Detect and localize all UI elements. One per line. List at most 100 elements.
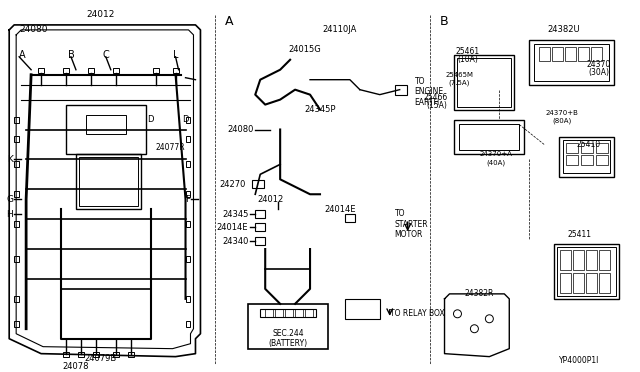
Text: SEC.244: SEC.244: [272, 329, 304, 338]
Bar: [557, 247, 616, 296]
Bar: [565, 47, 576, 61]
Text: 24270: 24270: [219, 180, 245, 189]
Bar: [173, 68, 179, 73]
Bar: [395, 85, 406, 94]
Text: 24382R: 24382R: [465, 289, 494, 298]
Bar: [566, 155, 578, 166]
Bar: [153, 68, 159, 73]
Bar: [14, 221, 19, 227]
Text: (7.5A): (7.5A): [449, 80, 470, 86]
Bar: [186, 191, 191, 197]
Bar: [560, 250, 571, 270]
Text: 25410: 25410: [577, 140, 601, 149]
Bar: [539, 47, 550, 61]
Text: 24382U: 24382U: [548, 25, 580, 34]
Bar: [38, 68, 44, 73]
Text: 24110JA: 24110JA: [323, 25, 357, 34]
Bar: [113, 68, 119, 73]
Bar: [63, 68, 69, 73]
Bar: [248, 304, 328, 349]
Bar: [186, 116, 191, 122]
Bar: [581, 144, 593, 153]
Text: B: B: [440, 15, 448, 28]
Bar: [14, 161, 19, 167]
Bar: [14, 137, 19, 142]
Bar: [186, 321, 191, 327]
Bar: [186, 256, 191, 262]
Text: (30A): (30A): [588, 68, 609, 77]
Text: A: A: [225, 15, 234, 28]
Bar: [345, 299, 380, 319]
Text: L: L: [173, 50, 179, 60]
Bar: [599, 250, 610, 270]
Text: TO
ENGINE
EARTH: TO ENGINE EARTH: [415, 77, 444, 106]
Text: 24340: 24340: [222, 237, 248, 246]
Text: D: D: [147, 115, 154, 124]
Text: (BATTERY): (BATTERY): [269, 339, 308, 348]
Bar: [186, 161, 191, 167]
Bar: [560, 273, 571, 293]
Text: 24079B: 24079B: [84, 354, 117, 363]
Bar: [460, 124, 519, 150]
Bar: [186, 137, 191, 142]
Text: A: A: [19, 50, 26, 60]
Bar: [552, 47, 563, 61]
Bar: [554, 244, 619, 299]
Bar: [591, 47, 602, 61]
Text: (80A): (80A): [552, 117, 572, 124]
Bar: [559, 138, 614, 177]
Bar: [529, 40, 614, 85]
Text: G: G: [6, 195, 13, 204]
Bar: [566, 144, 578, 153]
Bar: [255, 210, 265, 218]
Bar: [596, 144, 608, 153]
Bar: [86, 115, 125, 135]
Bar: [578, 47, 589, 61]
Bar: [275, 309, 283, 317]
Text: TO
STARTER
MOTOR: TO STARTER MOTOR: [395, 209, 428, 239]
Bar: [88, 68, 94, 73]
Bar: [66, 105, 146, 154]
Text: 24015G: 24015G: [289, 45, 321, 54]
Text: F: F: [186, 195, 191, 204]
Bar: [573, 250, 584, 270]
Bar: [265, 309, 273, 317]
Text: 25465M: 25465M: [445, 72, 474, 78]
Bar: [285, 309, 293, 317]
Text: 24012: 24012: [86, 10, 115, 19]
Bar: [563, 141, 610, 173]
Bar: [14, 321, 19, 327]
Bar: [599, 273, 610, 293]
Bar: [305, 309, 313, 317]
Text: 24080: 24080: [227, 125, 253, 134]
Text: (10A): (10A): [457, 55, 478, 64]
Text: 24078: 24078: [63, 362, 89, 371]
Text: YP4000P1I: YP4000P1I: [559, 356, 599, 365]
Bar: [454, 119, 524, 154]
Bar: [186, 296, 191, 302]
Bar: [345, 214, 355, 222]
Bar: [14, 191, 19, 197]
Bar: [260, 309, 316, 317]
Bar: [14, 256, 19, 262]
Bar: [534, 44, 609, 81]
Text: 24345: 24345: [222, 210, 248, 219]
Bar: [458, 58, 511, 107]
Text: (15A): (15A): [427, 101, 447, 110]
Bar: [573, 273, 584, 293]
Bar: [76, 154, 141, 209]
Bar: [128, 352, 134, 357]
Bar: [586, 273, 597, 293]
Bar: [78, 352, 84, 357]
Bar: [252, 180, 264, 188]
Text: 25466: 25466: [423, 93, 447, 102]
Bar: [596, 155, 608, 166]
Bar: [186, 221, 191, 227]
Bar: [255, 223, 265, 231]
Bar: [255, 237, 265, 245]
Text: D: D: [182, 115, 189, 124]
Text: 25461: 25461: [456, 47, 479, 56]
Text: 24014E: 24014E: [324, 205, 356, 214]
Text: 24080: 24080: [19, 25, 47, 34]
Text: 24370+A: 24370+A: [480, 151, 513, 157]
